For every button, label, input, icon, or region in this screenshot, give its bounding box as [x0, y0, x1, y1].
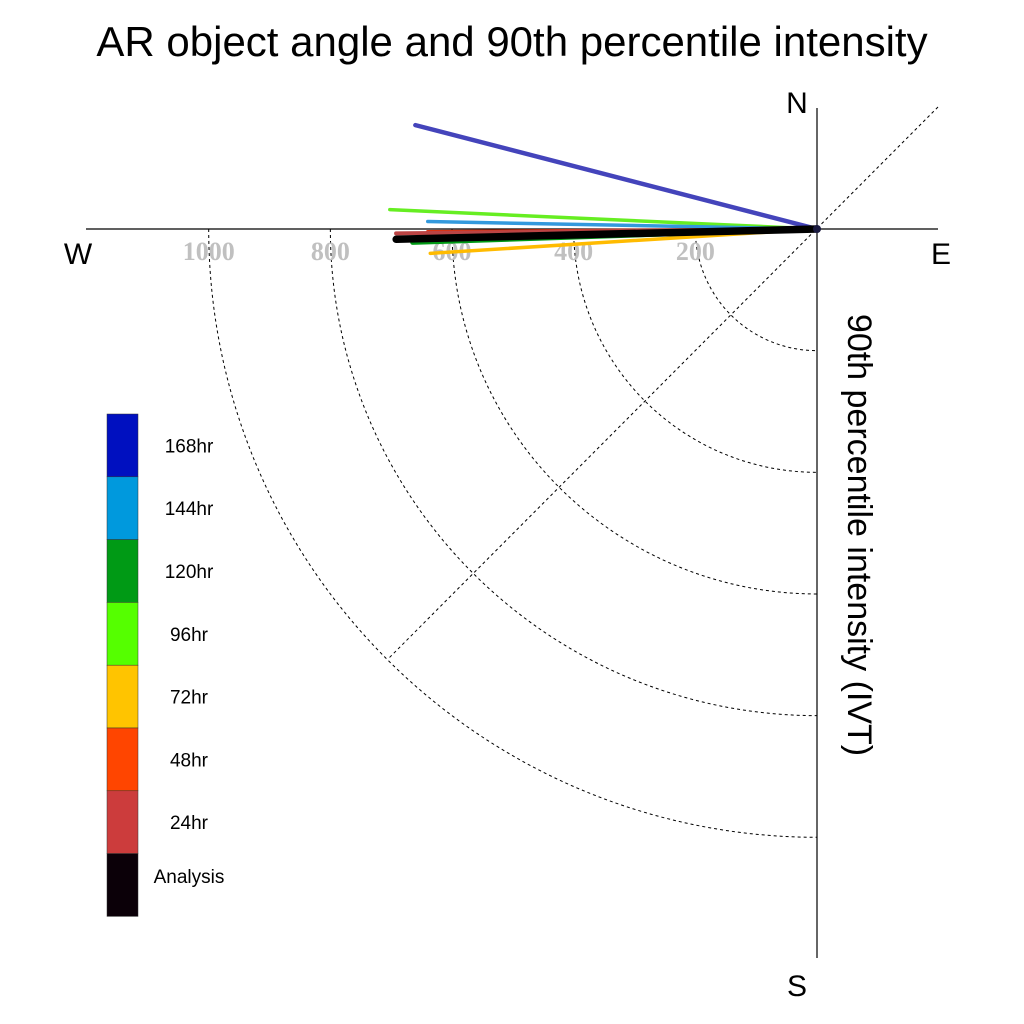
legend-label: 120hr — [165, 562, 214, 583]
chart-title: AR object angle and 90th percentile inte… — [96, 18, 927, 65]
legend-label: 96hr — [170, 625, 209, 646]
compass-south-label: S — [787, 970, 807, 1003]
tick-label: 800 — [311, 237, 350, 266]
compass-east-label: E — [931, 238, 951, 271]
legend-swatch — [106, 602, 139, 666]
legend-label: 144hr — [165, 499, 214, 520]
grid-arc — [329, 228, 818, 717]
series-line — [413, 122, 820, 232]
grid — [208, 106, 939, 838]
legend-label: 24hr — [170, 813, 209, 834]
legend-swatch — [106, 790, 139, 854]
legend-swatch — [106, 539, 139, 603]
legend-label: 168hr — [165, 436, 214, 457]
compass-west-label: W — [64, 238, 93, 271]
grid-arc — [208, 228, 818, 838]
legend-swatch — [106, 476, 139, 540]
tick-label: 200 — [676, 237, 715, 266]
series-line — [392, 225, 821, 244]
grid-arc — [694, 228, 818, 352]
series-lines — [388, 122, 821, 256]
legend-label: 48hr — [170, 750, 209, 771]
legend-swatch — [106, 853, 139, 917]
tick-label: 1000 — [183, 237, 235, 266]
origin-point — [813, 225, 821, 233]
legend-label: 72hr — [170, 688, 209, 709]
legend-label: Analysis — [154, 867, 225, 888]
legend-swatch — [106, 413, 139, 478]
legend-swatch — [106, 664, 139, 729]
legend-swatch — [106, 727, 139, 792]
legend: 168hr 144hr 120hr 96hr 72hr 48hr 24hr Analysis — [106, 413, 225, 917]
grid-arc — [573, 228, 818, 473]
series-line — [388, 207, 819, 231]
grid-diagonal — [387, 106, 939, 660]
grid-arc — [451, 228, 818, 595]
tick-label: 400 — [554, 237, 593, 266]
compass-north-label: N — [786, 87, 808, 120]
y-axis-label: 90th percentile intensity (IVT) — [840, 314, 878, 756]
